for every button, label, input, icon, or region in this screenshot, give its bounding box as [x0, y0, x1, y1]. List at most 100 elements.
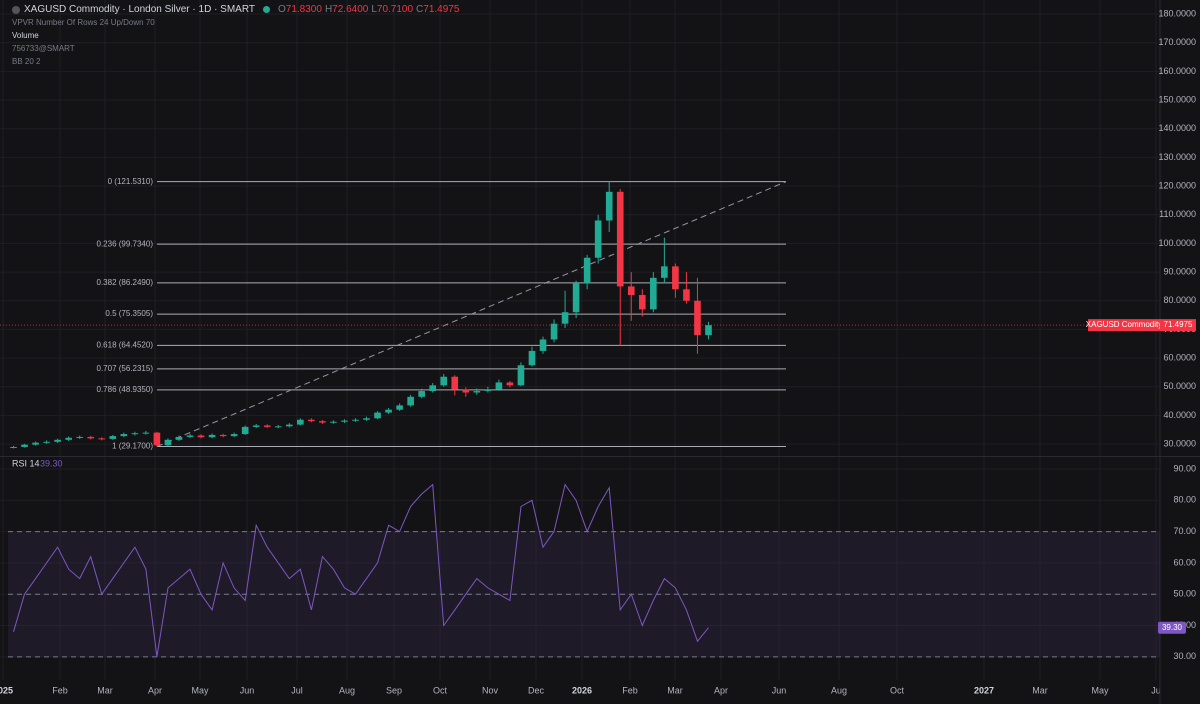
candle-body [650, 277, 657, 310]
y-tick-label: 40.0000 [1163, 410, 1196, 420]
rsi-tag: 39.30 [1162, 623, 1183, 632]
candle-body [374, 412, 381, 419]
ohlc-value: 71.8300 [285, 4, 322, 15]
candle-body [164, 439, 172, 446]
candle-body [495, 382, 503, 390]
x-tick-label: Dec [528, 685, 545, 695]
candle-body [539, 339, 547, 351]
x-tick-label: 2026 [572, 685, 592, 695]
price-tag-name: XAGUSD Commodity [1086, 320, 1162, 329]
market-status [263, 6, 270, 13]
x-tick-label: Sep [386, 685, 402, 695]
candle-body [429, 385, 437, 392]
candle-body [583, 257, 591, 284]
indicator[interactable]: BB 20 2 [12, 57, 41, 66]
fib-label: 0.786 (48.9350) [97, 385, 154, 394]
y-tick-label: 110.0000 [1159, 209, 1196, 219]
y-tick-label: 70.00 [1173, 526, 1196, 536]
x-tick-label: Oct [890, 685, 905, 695]
y-tick-label: 100.0000 [1158, 238, 1196, 248]
symbol-title: XAGUSD Commodity · London Silver · 1D · … [24, 4, 255, 15]
ohlc-key: L [371, 4, 377, 15]
y-tick-label: 30.0000 [1163, 438, 1196, 448]
candle-body [54, 439, 61, 442]
x-tick-label: Mar [667, 685, 683, 695]
fib-label: 0.707 (56.2315) [97, 364, 154, 373]
indicator[interactable]: 756733@SMART [12, 44, 75, 53]
candle-body [616, 191, 624, 287]
candle-body [43, 441, 50, 443]
fib-label: 0.618 (64.4520) [97, 340, 154, 349]
ohlc-key: H [324, 4, 333, 15]
ohlc-key: C [416, 4, 424, 15]
x-tick-label: Feb [52, 685, 68, 695]
candle-body [605, 191, 613, 221]
indicator[interactable]: VPVR Number Of Rows 24 Up/Down 70 [12, 18, 155, 27]
chart-header: XAGUSD Commodity · London Silver · 1D · … [12, 3, 462, 68]
candle-body [528, 350, 536, 366]
x-tick-label: Feb [622, 685, 638, 695]
x-tick-label: Apr [148, 685, 162, 695]
candle-body [274, 426, 282, 428]
candle-body [683, 289, 690, 301]
symbol-row: XAGUSD Commodity · London Silver · 1D · … [12, 3, 462, 16]
candle-body [506, 382, 514, 386]
rsi-tag-bg [1158, 621, 1186, 634]
candle-body [462, 389, 470, 393]
x-tick-label: May [1091, 685, 1109, 695]
fib-label: 0.5 (75.3505) [105, 309, 153, 318]
x-tick-label: Nov [482, 685, 499, 695]
x-tick-label: Jun [772, 685, 787, 695]
candle-body [330, 421, 337, 423]
x-tick-label: Jul [291, 685, 303, 695]
y-tick-label: 180.0000 [1158, 8, 1196, 18]
price-tag-bg [1088, 319, 1160, 332]
y-tick-label: 160.0000 [1158, 66, 1196, 76]
x-tick-label: Aug [831, 685, 847, 695]
candle-body [297, 419, 304, 425]
candle-body [341, 420, 348, 422]
price-tag-value: 71.4975 [1164, 320, 1193, 329]
candle-body [285, 424, 293, 427]
candle-body [694, 300, 701, 336]
candle-body [550, 323, 558, 340]
candle-body [131, 433, 139, 435]
candle-body [627, 286, 635, 296]
rsi-title: RSI 14 [12, 458, 40, 468]
candle-body [252, 425, 260, 427]
indicator[interactable]: Volume [12, 31, 39, 40]
candle-body [661, 266, 668, 278]
candle-body [208, 434, 216, 438]
candle-body [638, 295, 646, 310]
y-tick-label: 60.0000 [1163, 352, 1196, 362]
candle-body [109, 436, 117, 439]
x-tick-label: May [191, 685, 209, 695]
fib-label: 0 (121.5310) [108, 177, 154, 186]
candle-body [76, 436, 84, 438]
candle-body [10, 446, 17, 448]
y-tick-label: 130.0000 [1158, 152, 1196, 162]
ohlc: O71.8300 H72.6400 L70.7100 C71.4975 [278, 3, 462, 16]
x-tick-label: Jun [240, 685, 255, 695]
x-tick-label: Ju [1151, 685, 1161, 695]
candle-body [219, 434, 227, 437]
candle-body [440, 376, 448, 386]
x-tick-label: 2027 [974, 685, 994, 695]
candle-body [396, 405, 403, 410]
ohlc-value: 70.7100 [376, 4, 414, 15]
candle-body [186, 435, 194, 437]
candle-body [451, 376, 459, 390]
symbol-icon [12, 5, 20, 14]
y-tick-label: 120.0000 [1158, 180, 1196, 190]
y-tick-label: 50.00 [1173, 589, 1196, 599]
candle-body [517, 365, 525, 386]
fib-label: 0.236 (99.7340) [97, 239, 154, 248]
candle-body [407, 396, 414, 406]
candle-body [672, 266, 679, 290]
candle-body [153, 432, 161, 446]
candle-body [352, 419, 359, 421]
candle-body [197, 435, 205, 438]
x-tick-label: Mar [1032, 685, 1048, 695]
candle-body [87, 436, 95, 439]
